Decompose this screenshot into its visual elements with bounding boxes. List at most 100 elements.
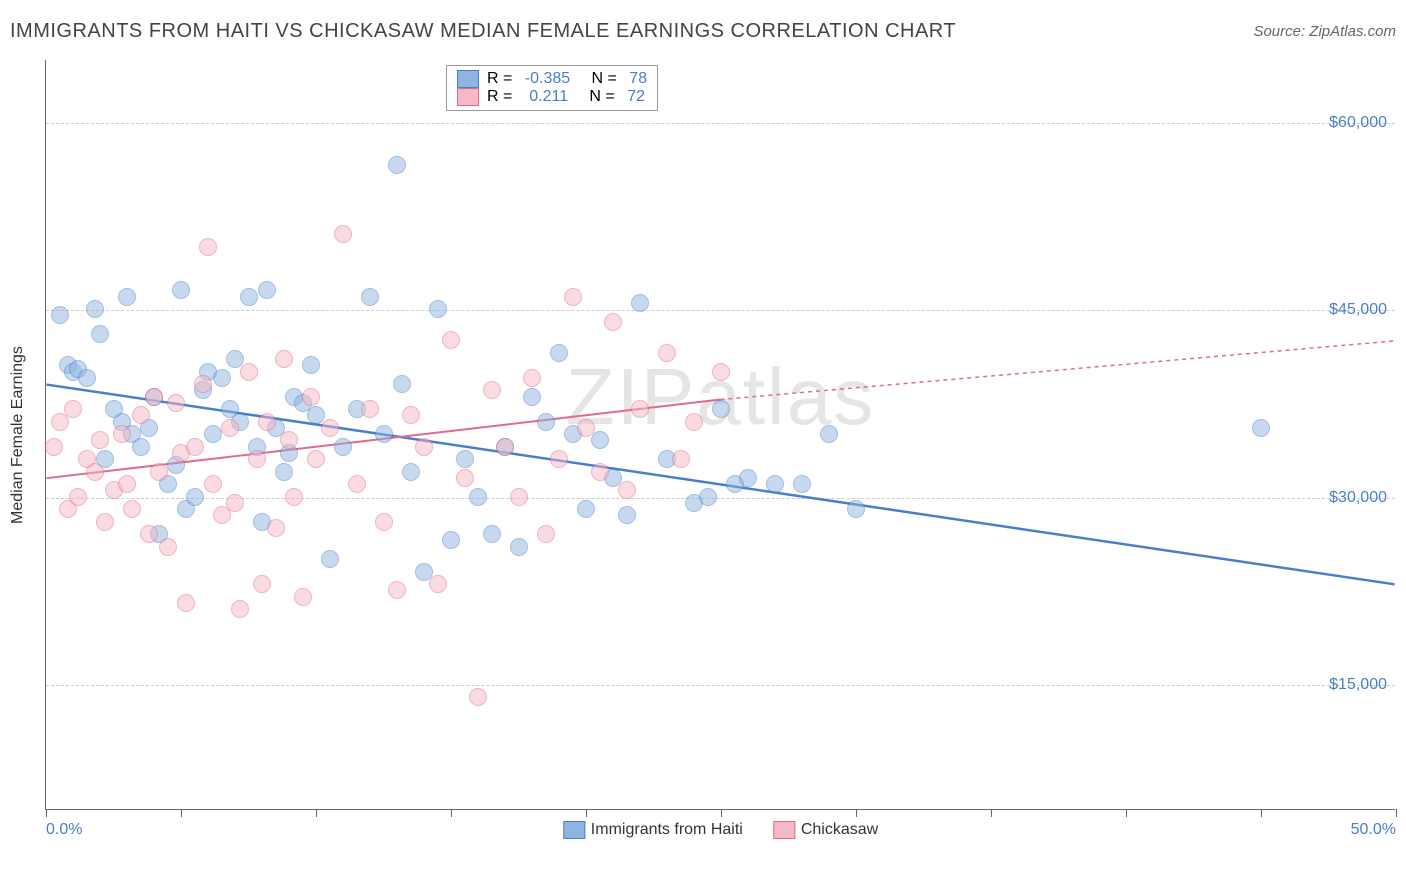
x-tick (451, 809, 452, 817)
scatter-point (132, 406, 150, 424)
scatter-point (172, 281, 190, 299)
scatter-point (393, 375, 411, 393)
bottom-legend: Immigrants from HaitiChickasaw (563, 821, 878, 839)
bottom-legend-label: Immigrants from Haiti (591, 821, 743, 839)
x-tick (991, 809, 992, 817)
scatter-point (307, 450, 325, 468)
gridline (46, 498, 1395, 499)
title-bar: IMMIGRANTS FROM HAITI VS CHICKASAW MEDIA… (10, 20, 1396, 43)
legend-r-value: 0.211 (525, 88, 568, 106)
legend-n-value: 72 (627, 88, 645, 106)
scatter-point (442, 531, 460, 549)
scatter-point (604, 313, 622, 331)
scatter-point (221, 419, 239, 437)
scatter-point (96, 513, 114, 531)
scatter-point (167, 394, 185, 412)
scatter-point (334, 438, 352, 456)
legend-r-label: R = (487, 70, 517, 88)
legend-row: R = -0.385 N = 78 (457, 70, 647, 88)
scatter-point (258, 281, 276, 299)
scatter-point (321, 419, 339, 437)
scatter-point (847, 500, 865, 518)
scatter-point (469, 488, 487, 506)
legend-n-label: N = (578, 70, 621, 88)
scatter-point (123, 500, 141, 518)
trendlines-svg (46, 60, 1395, 809)
x-tick (586, 809, 587, 817)
scatter-point (118, 475, 136, 493)
y-axis-label: Median Female Earnings (9, 346, 27, 524)
scatter-point (483, 525, 501, 543)
scatter-point (145, 388, 163, 406)
scatter-point (577, 500, 595, 518)
scatter-point (618, 481, 636, 499)
scatter-point (86, 463, 104, 481)
scatter-point (267, 519, 285, 537)
scatter-point (69, 488, 87, 506)
legend-swatch (457, 70, 479, 88)
scatter-point (91, 325, 109, 343)
scatter-point (523, 388, 541, 406)
scatter-point (537, 525, 555, 543)
scatter-point (429, 300, 447, 318)
legend-swatch (563, 821, 585, 839)
scatter-point (375, 425, 393, 443)
scatter-point (150, 463, 168, 481)
legend-swatch (457, 88, 479, 106)
scatter-point (469, 688, 487, 706)
scatter-point (712, 400, 730, 418)
scatter-point (240, 363, 258, 381)
scatter-point (253, 575, 271, 593)
scatter-point (45, 438, 63, 456)
scatter-point (375, 513, 393, 531)
x-tick (1396, 809, 1397, 817)
scatter-point (51, 306, 69, 324)
scatter-point (564, 288, 582, 306)
scatter-point (820, 425, 838, 443)
scatter-point (86, 300, 104, 318)
scatter-point (140, 525, 158, 543)
scatter-point (275, 463, 293, 481)
scatter-point (275, 350, 293, 368)
scatter-point (672, 450, 690, 468)
scatter-point (631, 294, 649, 312)
plot-area: Median Female Earnings ZIPatlas R = -0.3… (45, 60, 1395, 810)
scatter-point (685, 413, 703, 431)
scatter-point (523, 369, 541, 387)
y-tick-label: $60,000 (1329, 114, 1387, 132)
y-tick-label: $30,000 (1329, 489, 1387, 507)
x-tick (316, 809, 317, 817)
scatter-point (402, 463, 420, 481)
scatter-point (456, 469, 474, 487)
legend-r-label: R = (487, 88, 517, 106)
scatter-point (631, 400, 649, 418)
scatter-point (591, 463, 609, 481)
scatter-point (240, 288, 258, 306)
scatter-point (510, 538, 528, 556)
scatter-point (361, 288, 379, 306)
legend-row: R = 0.211 N = 72 (457, 88, 647, 106)
legend-r-value: -0.385 (525, 70, 570, 88)
scatter-point (186, 488, 204, 506)
scatter-point (294, 588, 312, 606)
scatter-point (550, 344, 568, 362)
scatter-point (658, 344, 676, 362)
scatter-point (132, 438, 150, 456)
scatter-point (302, 356, 320, 374)
y-tick-label: $15,000 (1329, 676, 1387, 694)
x-tick (46, 809, 47, 817)
scatter-point (442, 331, 460, 349)
x-tick-label: 50.0% (1351, 821, 1396, 839)
scatter-point (456, 450, 474, 468)
scatter-point (793, 475, 811, 493)
scatter-point (537, 413, 555, 431)
scatter-point (91, 431, 109, 449)
scatter-point (429, 575, 447, 593)
legend-swatch (773, 821, 795, 839)
scatter-point (231, 600, 249, 618)
stats-legend-box: R = -0.385 N = 78R = 0.211 N = 72 (446, 65, 658, 111)
scatter-point (213, 369, 231, 387)
gridline (46, 310, 1395, 311)
x-tick (181, 809, 182, 817)
scatter-point (591, 431, 609, 449)
